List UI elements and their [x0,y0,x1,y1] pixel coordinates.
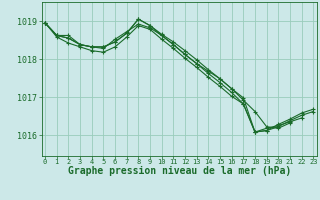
X-axis label: Graphe pression niveau de la mer (hPa): Graphe pression niveau de la mer (hPa) [68,166,291,176]
